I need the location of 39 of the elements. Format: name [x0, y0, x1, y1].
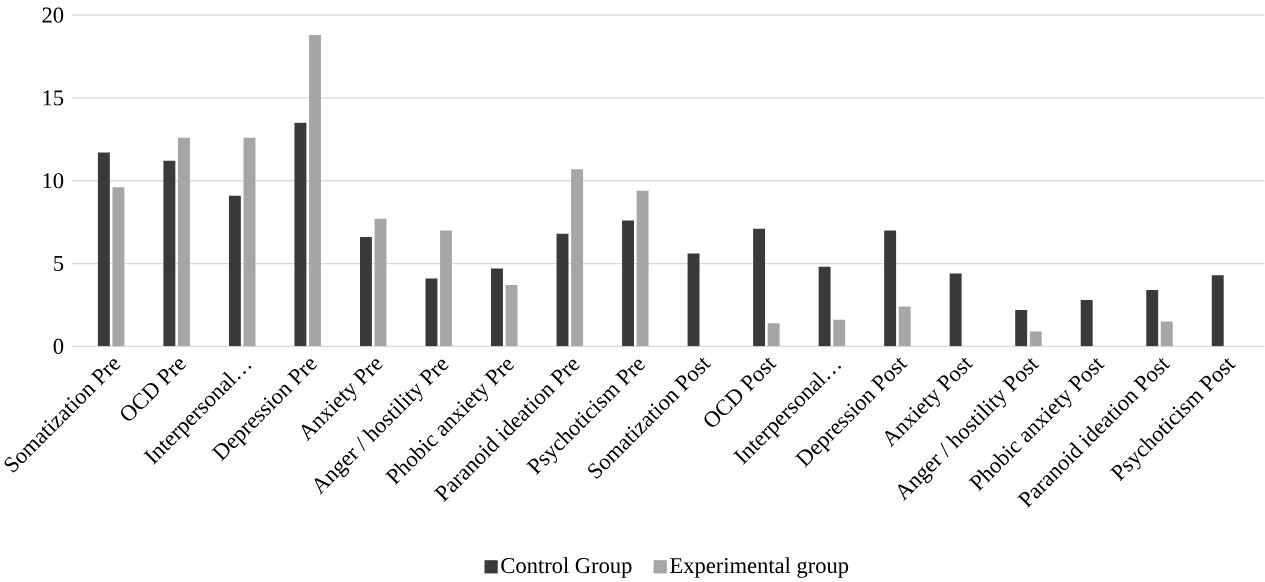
legend-label: Control Group	[501, 557, 632, 578]
y-tick-label: 5	[54, 256, 64, 272]
bar	[571, 169, 584, 347]
bar	[556, 233, 569, 347]
bar	[833, 320, 846, 347]
legend-label: Experimental group	[670, 557, 849, 578]
bar	[243, 137, 256, 347]
bar	[898, 306, 911, 347]
bar	[294, 122, 307, 347]
y-tick-label: 0	[53, 338, 64, 355]
bar	[949, 273, 962, 347]
y-tick-label: 10	[43, 173, 64, 189]
bar	[374, 219, 387, 347]
bar	[1146, 290, 1159, 347]
bar	[177, 137, 190, 347]
bar	[309, 35, 321, 347]
bar	[505, 285, 518, 347]
bar	[1015, 310, 1028, 347]
bar	[1080, 300, 1093, 347]
bar	[425, 278, 438, 347]
bar	[622, 220, 634, 347]
bar	[491, 268, 503, 347]
y-tick-label: 20	[42, 7, 64, 23]
bar	[753, 228, 766, 347]
bar	[228, 195, 241, 347]
bar	[97, 152, 110, 347]
bar	[1160, 321, 1173, 347]
bar	[163, 161, 176, 347]
bar	[440, 230, 452, 347]
bar	[112, 187, 125, 347]
bar	[687, 253, 700, 347]
bar	[1211, 275, 1224, 347]
bar	[359, 237, 372, 347]
y-tick-label: 15	[43, 90, 64, 106]
bar	[884, 230, 897, 347]
bar	[767, 323, 780, 347]
bar	[636, 190, 649, 347]
bar	[1029, 331, 1042, 347]
bar	[818, 267, 831, 347]
